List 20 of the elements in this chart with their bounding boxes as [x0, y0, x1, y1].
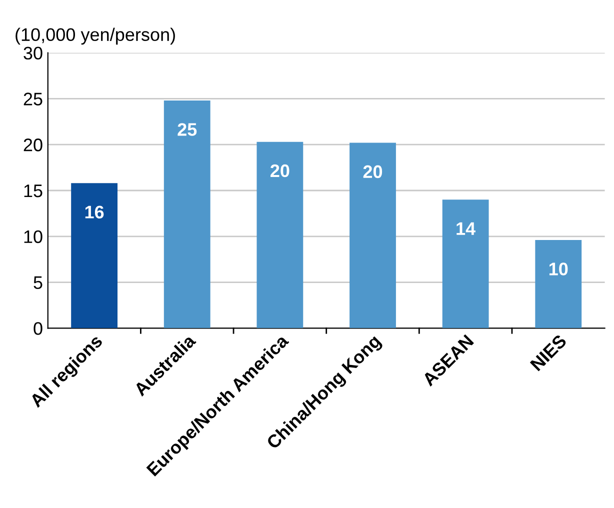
data-label: 20 — [270, 164, 290, 178]
y-tick-label: 15 — [24, 184, 42, 198]
bar — [164, 100, 210, 328]
y-tick-label: 0 — [34, 322, 42, 335]
bar — [350, 142, 396, 328]
data-label: 14 — [456, 222, 476, 235]
y-tick-label: 5 — [34, 276, 42, 289]
bar — [442, 200, 489, 328]
data-label: 16 — [85, 206, 104, 218]
y-tick-label: 10 — [24, 230, 42, 244]
data-label: 25 — [178, 123, 197, 136]
bar — [535, 240, 582, 328]
y-tick-label: 20 — [24, 138, 42, 152]
bar — [71, 183, 118, 328]
y-tick-label: 25 — [24, 92, 42, 106]
y-tick-label: 30 — [24, 46, 42, 60]
y-axis-title: (10,000 yen/person) — [16, 28, 175, 45]
data-label: 20 — [363, 165, 382, 178]
bar — [256, 142, 304, 328]
data-label: 10 — [549, 262, 568, 276]
